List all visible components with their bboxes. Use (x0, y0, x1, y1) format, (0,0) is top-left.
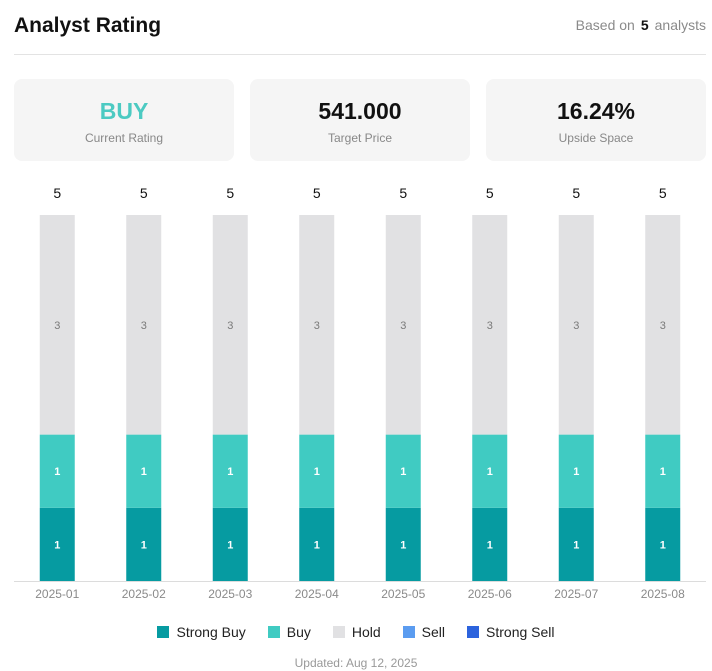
bar-segment-buy[interactable] (645, 434, 681, 508)
x-tick-label: 2025-05 (381, 587, 425, 601)
bar-total-label: 5 (226, 185, 234, 201)
bar-segment-buy[interactable] (558, 434, 594, 508)
legend-label: Buy (286, 624, 311, 640)
x-tick-label: 2025-03 (208, 587, 252, 601)
x-tick-label: 2025-01 (35, 587, 79, 601)
bar-segment-strong-buy[interactable] (645, 507, 681, 581)
bar-segment-label: 3 (487, 320, 493, 332)
bar-segment-buy[interactable] (472, 434, 508, 508)
legend-item-hold[interactable]: Hold (332, 624, 381, 640)
legend-swatch (332, 626, 345, 638)
bar-total-label: 5 (313, 185, 321, 201)
updated-timestamp: Updated: Aug 12, 2025 (294, 656, 418, 670)
legend-item-sell[interactable]: Sell (402, 624, 446, 640)
bar-segment-label: 1 (573, 539, 579, 551)
legend-label: Strong Buy (176, 624, 246, 640)
bar-segment-strong-buy[interactable] (472, 507, 508, 581)
bar-segment-strong-buy[interactable] (39, 507, 75, 581)
bar-total-label: 5 (486, 185, 494, 201)
bar-segment-label: 1 (487, 466, 493, 478)
bar-segment-hold[interactable] (299, 215, 335, 435)
upside-space-label: Upside Space (558, 131, 634, 145)
bar-segment-label: 1 (227, 466, 233, 478)
bar-segment-hold[interactable] (126, 215, 162, 435)
current-rating-card: BUY Current Rating (14, 79, 234, 161)
bar-segment-label: 3 (660, 320, 666, 332)
legend-label: Sell (421, 624, 446, 640)
bar-total-label: 5 (659, 185, 667, 201)
legend-label: Strong Sell (486, 624, 555, 640)
bar-segment-buy[interactable] (385, 434, 421, 508)
bar-segment-label: 3 (227, 320, 233, 332)
bar-segment-buy[interactable] (126, 434, 162, 508)
bar-segment-label: 3 (141, 320, 147, 332)
bar-segment-label: 1 (141, 539, 147, 551)
bar-segment-buy[interactable] (299, 434, 335, 508)
legend-item-buy[interactable]: Buy (267, 624, 311, 640)
bar-segment-label: 3 (573, 320, 579, 332)
legend-label: Hold (351, 624, 381, 640)
bar-segment-hold[interactable] (472, 215, 508, 435)
bar-total-label: 5 (140, 185, 148, 201)
x-tick-label: 2025-07 (554, 587, 598, 601)
upside-space-value: 16.24% (556, 98, 635, 124)
bar-segment-label: 1 (400, 539, 406, 551)
bar-segment-strong-buy[interactable] (558, 507, 594, 581)
header: Analyst Rating Based on 5 analysts (14, 0, 706, 55)
bar-segment-label: 1 (487, 539, 493, 551)
bar-segment-label: 3 (54, 320, 60, 332)
legend-item-strong-sell[interactable]: Strong Sell (467, 624, 555, 640)
current-rating-value: BUY (99, 98, 149, 124)
bar-segment-label: 1 (141, 466, 147, 478)
bar-segment-hold[interactable] (645, 215, 681, 435)
legend-swatch (467, 626, 480, 638)
bar-segment-hold[interactable] (385, 215, 421, 435)
bar-segment-strong-buy[interactable] (385, 507, 421, 581)
x-tick-label: 2025-08 (641, 587, 685, 601)
target-price-card: 541.000 Target Price (250, 79, 470, 161)
page-title: Analyst Rating (14, 14, 162, 37)
bar-segment-label: 1 (314, 539, 320, 551)
bar-segment-hold[interactable] (39, 215, 75, 435)
legend-swatch (157, 626, 170, 638)
bar-total-label: 5 (399, 185, 407, 201)
bar-segment-strong-buy[interactable] (299, 507, 335, 581)
bar-segment-buy[interactable] (39, 434, 75, 508)
rating-bar-chart: 1 1 3 5 2025-01 1 1 3 5 2025-02 1 1 3 5 2025-03 1 1 3 5 202… (14, 185, 706, 601)
legend-swatch (267, 626, 280, 638)
bar-segment-label: 3 (314, 320, 320, 332)
bar-segment-label: 1 (54, 466, 60, 478)
target-price-value: 541.000 (318, 98, 402, 124)
bar-segment-label: 3 (400, 320, 406, 332)
bar-segment-buy[interactable] (212, 434, 248, 508)
bar-total-label: 5 (572, 185, 580, 201)
x-tick-label: 2025-02 (122, 587, 166, 601)
x-tick-label: 2025-04 (295, 587, 339, 601)
current-rating-label: Current Rating (84, 131, 164, 145)
legend-swatch (402, 626, 415, 638)
upside-space-card: 16.24% Upside Space (486, 79, 706, 161)
bar-segment-label: 1 (314, 466, 320, 478)
legend-item-strong-buy[interactable]: Strong Buy (157, 624, 246, 640)
bar-segment-strong-buy[interactable] (212, 507, 248, 581)
analyst-count-value: 5 (640, 17, 649, 33)
bar-segment-label: 1 (54, 539, 60, 551)
chart-legend: Strong Buy Buy Hold Sell Strong Sell (0, 624, 712, 640)
bar-segment-label: 1 (227, 539, 233, 551)
analyst-count: Based on 5 analysts (576, 17, 706, 33)
bar-segment-label: 1 (400, 466, 406, 478)
bar-total-label: 5 (53, 185, 61, 201)
bar-segment-hold[interactable] (558, 215, 594, 435)
bar-segment-label: 1 (660, 466, 666, 478)
based-suffix: analysts (654, 17, 706, 33)
bar-segment-hold[interactable] (212, 215, 248, 435)
based-prefix: Based on (575, 17, 635, 33)
bar-segment-label: 1 (660, 539, 666, 551)
x-tick-label: 2025-06 (468, 587, 512, 601)
target-price-label: Target Price (327, 131, 393, 145)
summary-cards: BUY Current Rating 541.000 Target Price … (14, 79, 706, 161)
bar-segment-label: 1 (573, 466, 579, 478)
bar-segment-strong-buy[interactable] (126, 507, 162, 581)
